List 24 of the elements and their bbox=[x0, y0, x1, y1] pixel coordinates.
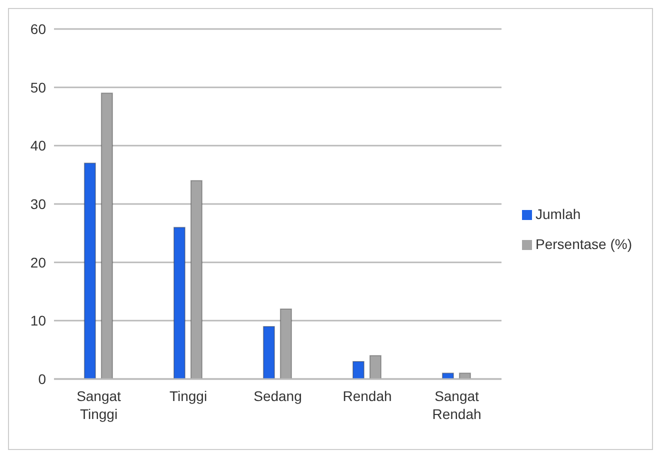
bar bbox=[190, 180, 202, 379]
y-tick-label: 10 bbox=[30, 312, 46, 329]
x-tick-label: Rendah bbox=[342, 388, 392, 404]
legend-label: Persentase (%) bbox=[536, 236, 632, 252]
x-tick-label: Sangat Rendah bbox=[432, 388, 482, 422]
bar bbox=[84, 162, 96, 379]
x-tick-label: Sedang bbox=[254, 388, 302, 404]
x-tick-label: Sangat Tinggi bbox=[76, 388, 122, 422]
bar bbox=[100, 92, 113, 379]
bar bbox=[262, 326, 275, 379]
legend-label: Jumlah bbox=[536, 206, 581, 222]
y-tick-label: 0 bbox=[38, 370, 46, 387]
bar bbox=[458, 372, 471, 379]
bar bbox=[369, 355, 382, 379]
y-tick-label: 20 bbox=[30, 254, 46, 270]
x-tick-label: Tinggi bbox=[169, 388, 208, 404]
y-tick-label: 30 bbox=[30, 196, 46, 212]
bar bbox=[352, 361, 364, 379]
bar bbox=[173, 226, 186, 379]
bar bbox=[442, 372, 454, 379]
y-tick-label: 50 bbox=[30, 79, 46, 96]
bar bbox=[280, 308, 292, 379]
y-tick-label: 40 bbox=[30, 138, 46, 154]
y-tick-label: 60 bbox=[30, 20, 46, 37]
